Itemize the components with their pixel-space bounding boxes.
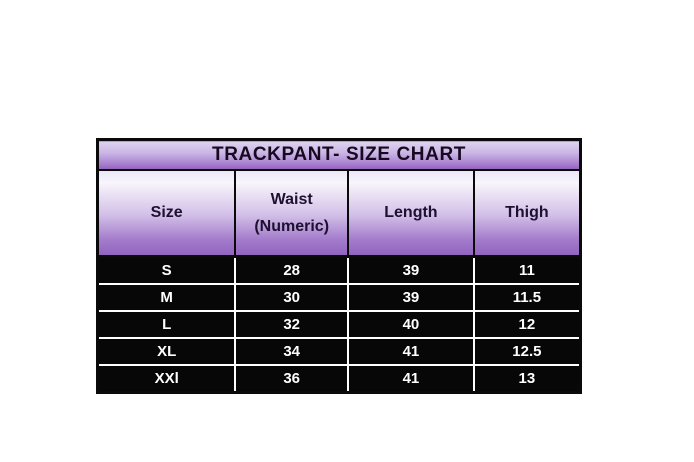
cell-length: 39 <box>347 283 474 311</box>
cell-waist: 34 <box>234 337 349 365</box>
cell-size: L <box>97 310 236 338</box>
cell-thigh: 11 <box>472 256 581 284</box>
header-row: Size Waist (Numeric) Length Thigh <box>97 170 581 258</box>
cell-waist: 30 <box>234 283 349 311</box>
table-row: L 32 40 12 <box>97 310 581 338</box>
cell-thigh: 12.5 <box>472 337 581 365</box>
column-header-thigh: Thigh <box>472 170 581 258</box>
cell-waist: 32 <box>234 310 349 338</box>
cell-length: 39 <box>347 256 474 284</box>
size-chart-table: TRACKPANT- SIZE CHART Size Waist (Numeri… <box>96 138 582 394</box>
cell-thigh: 13 <box>472 364 581 393</box>
table-row: M 30 39 11.5 <box>97 283 581 311</box>
cell-thigh: 11.5 <box>472 283 581 311</box>
column-header-length: Length <box>347 170 474 258</box>
cell-length: 40 <box>347 310 474 338</box>
cell-size: M <box>97 283 236 311</box>
cell-length: 41 <box>347 337 474 365</box>
table-row: S 28 39 11 <box>97 256 581 284</box>
title-row: TRACKPANT- SIZE CHART <box>97 139 581 171</box>
chart-title: TRACKPANT- SIZE CHART <box>97 139 581 171</box>
cell-waist: 28 <box>234 256 349 284</box>
table-row: XL 34 41 12.5 <box>97 337 581 365</box>
column-header-size: Size <box>97 170 236 258</box>
cell-size: XXl <box>97 364 236 393</box>
cell-length: 41 <box>347 364 474 393</box>
cell-size: XL <box>97 337 236 365</box>
cell-size: S <box>97 256 236 284</box>
table-row: XXl 36 41 13 <box>97 364 581 393</box>
cell-thigh: 12 <box>472 310 581 338</box>
cell-waist: 36 <box>234 364 349 393</box>
column-header-waist: Waist (Numeric) <box>234 170 349 258</box>
